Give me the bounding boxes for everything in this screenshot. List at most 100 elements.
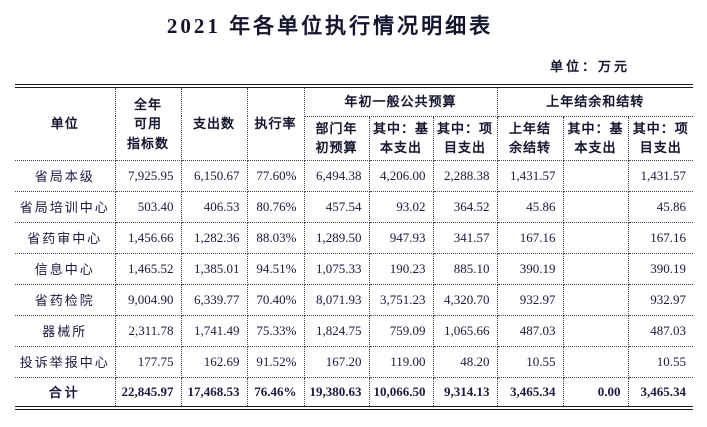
value-cell: 91.52% (246, 345, 305, 378)
page-title: 2021 年各单位执行情况明细表 (166, 14, 494, 38)
value-cell: 177.75 (114, 345, 182, 378)
value-cell: 1,431.57 (496, 159, 564, 192)
total-value-cell: 3,465.34 (496, 376, 564, 409)
value-cell: 487.03 (496, 314, 564, 347)
value-cell: 1,456.66 (114, 221, 182, 254)
value-cell: 1,289.50 (303, 221, 370, 254)
value-cell (562, 159, 629, 192)
value-cell: 6,339.77 (180, 283, 248, 316)
col-header-budget-basic: 其中：基 本支出 (368, 115, 434, 161)
unit-name-cell: 省药检院 (15, 283, 116, 316)
value-cell: 885.10 (432, 252, 498, 285)
value-cell: 6,494.38 (303, 159, 370, 192)
value-cell: 6,150.67 (180, 159, 248, 192)
col-header-dept-initial-budget: 部门年 初预算 (304, 115, 370, 161)
value-cell: 45.86 (496, 190, 564, 223)
value-cell: 1,741.49 (180, 314, 248, 347)
value-cell: 119.00 (368, 345, 434, 378)
unit-name-cell: 省药审中心 (15, 221, 116, 254)
total-value-cell: 17,468.53 (180, 376, 248, 409)
total-value-cell: 22,845.97 (114, 376, 182, 409)
value-cell: 162.69 (180, 345, 248, 378)
table-row: 省局培训中心 503.40 406.53 80.76% 457.54 93.02… (15, 190, 694, 223)
value-cell (562, 345, 629, 378)
value-cell: 3,751.23 (368, 283, 434, 316)
total-value-cell: 19,380.63 (303, 376, 370, 409)
table-row: 省局本级 7,925.95 6,150.67 77.60% 6,494.38 4… (15, 159, 694, 192)
header-row-groups: 单位 全年 可用 指标数 支出数 执行率 年初一般公共预算 上年结余和结转 (15, 85, 694, 161)
total-value-cell: 0.00 (562, 376, 629, 409)
col-header-carryover-total: 上年结 余结转 (496, 115, 564, 161)
col-header-expenditure: 支出数 (180, 85, 248, 161)
col-header-unit: 单位 (15, 85, 116, 161)
value-cell: 1,075.33 (303, 252, 370, 285)
total-row: 合计 22,845.97 17,468.53 76.46% 19,380.63 … (15, 376, 694, 409)
value-cell: 341.57 (432, 221, 498, 254)
value-cell: 457.54 (303, 190, 370, 223)
value-cell (562, 252, 629, 285)
value-cell: 932.97 (496, 283, 564, 316)
table-row: 信息中心 1,465.52 1,385.01 94.51% 1,075.33 1… (15, 252, 694, 285)
value-cell: 7,925.95 (114, 159, 182, 192)
total-value-cell: 76.46% (246, 376, 305, 409)
value-cell (562, 190, 629, 223)
value-cell: 487.03 (627, 314, 694, 347)
value-cell: 167.16 (496, 221, 564, 254)
table-row: 投诉举报中心 177.75 162.69 91.52% 167.20 119.0… (15, 345, 694, 378)
col-header-carryover-basic: 其中：基 本支出 (562, 115, 629, 161)
value-cell: 932.97 (627, 283, 694, 316)
col-header-carryover-project: 其中：项 目支出 (627, 115, 694, 161)
col-header-execution-rate: 执行率 (246, 85, 305, 161)
value-cell: 503.40 (114, 190, 182, 223)
value-cell: 80.76% (246, 190, 305, 223)
value-cell: 77.60% (246, 159, 305, 192)
unit-name-cell: 省局本级 (15, 159, 116, 192)
value-cell: 759.09 (368, 314, 434, 347)
value-cell: 1,385.01 (180, 252, 248, 285)
total-label-cell: 合计 (15, 376, 116, 409)
value-cell: 75.33% (246, 314, 305, 347)
value-cell: 190.23 (368, 252, 434, 285)
total-value-cell: 9,314.13 (432, 376, 498, 409)
value-cell: 70.40% (246, 283, 305, 316)
total-value-cell: 3,465.34 (627, 376, 694, 409)
col-header-annual-quota: 全年 可用 指标数 (114, 85, 182, 161)
execution-detail-table: 单位 全年 可用 指标数 支出数 执行率 年初一般公共预算 上年结余和结转 部门… (15, 84, 694, 410)
value-cell (562, 221, 629, 254)
value-cell: 406.53 (180, 190, 248, 223)
table-row: 省药检院 9,004.90 6,339.77 70.40% 8,071.93 3… (15, 283, 694, 316)
value-cell: 1,824.75 (303, 314, 370, 347)
col-header-budget-project: 其中：项 目支出 (432, 115, 498, 161)
value-cell: 2,311.78 (114, 314, 182, 347)
unit-name-cell: 投诉举报中心 (15, 345, 116, 378)
unit-name-cell: 省局培训中心 (15, 190, 116, 223)
value-cell: 364.52 (432, 190, 498, 223)
header-row-subcolumns: 部门年 初预算 其中：基 本支出 其中：项 目支出 上年结 余结转 其中：基 本… (15, 115, 694, 161)
value-cell: 167.20 (303, 345, 370, 378)
value-cell: 94.51% (246, 252, 305, 285)
total-value-cell: 10,066.50 (368, 376, 434, 409)
table-row: 省药审中心 1,456.66 1,282.36 88.03% 1,289.50 … (15, 221, 694, 254)
table-row: 器械所 2,311.78 1,741.49 75.33% 1,824.75 75… (15, 314, 694, 347)
value-cell: 88.03% (246, 221, 305, 254)
value-cell: 10.55 (496, 345, 564, 378)
unit-name-cell: 信息中心 (15, 252, 116, 285)
value-cell: 9,004.90 (114, 283, 182, 316)
value-cell: 390.19 (627, 252, 694, 285)
value-cell: 1,431.57 (627, 159, 694, 192)
value-cell: 167.16 (627, 221, 694, 254)
value-cell: 4,320.70 (432, 283, 498, 316)
group-header-initial-budget: 年初一般公共预算 (303, 85, 498, 117)
value-cell: 4,206.00 (368, 159, 434, 192)
value-cell: 947.93 (368, 221, 434, 254)
value-cell: 2,288.38 (432, 159, 498, 192)
value-cell: 390.19 (496, 252, 564, 285)
unit-name-cell: 器械所 (15, 314, 116, 347)
value-cell (562, 283, 629, 316)
value-cell: 1,465.52 (114, 252, 182, 285)
value-cell: 48.20 (432, 345, 498, 378)
value-cell: 8,071.93 (303, 283, 370, 316)
value-cell: 1,065.66 (432, 314, 498, 347)
value-cell: 45.86 (627, 190, 694, 223)
group-header-carryover: 上年结余和结转 (496, 85, 694, 117)
